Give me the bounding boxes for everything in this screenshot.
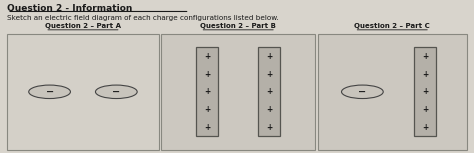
Text: +: + xyxy=(204,87,210,96)
Text: +: + xyxy=(204,123,210,132)
Text: Question 2 – Part A: Question 2 – Part A xyxy=(45,23,121,29)
Bar xyxy=(161,34,315,150)
Bar xyxy=(414,47,436,136)
Text: −: − xyxy=(46,87,54,97)
Text: +: + xyxy=(422,87,428,96)
Text: −: − xyxy=(358,87,366,97)
Bar xyxy=(258,47,280,136)
Text: Question 2 – Part B: Question 2 – Part B xyxy=(200,23,276,29)
Bar xyxy=(7,34,159,150)
Text: +: + xyxy=(204,70,210,78)
Text: +: + xyxy=(266,87,272,96)
Text: Sketch an electric field diagram of each charge configurations listed below.: Sketch an electric field diagram of each… xyxy=(7,15,279,21)
Text: +: + xyxy=(266,70,272,78)
Bar xyxy=(196,47,218,136)
Text: +: + xyxy=(266,52,272,61)
Text: +: + xyxy=(422,105,428,114)
Circle shape xyxy=(341,85,383,99)
Text: +: + xyxy=(422,52,428,61)
Bar xyxy=(318,34,467,150)
Text: −: − xyxy=(112,87,120,97)
Text: +: + xyxy=(204,52,210,61)
Text: +: + xyxy=(266,123,272,132)
Text: Question 2 – Part C: Question 2 – Part C xyxy=(355,23,430,29)
Text: +: + xyxy=(266,105,272,114)
Text: +: + xyxy=(204,105,210,114)
Circle shape xyxy=(95,85,137,99)
Text: +: + xyxy=(422,123,428,132)
Circle shape xyxy=(29,85,71,99)
Text: +: + xyxy=(422,70,428,78)
Text: Question 2 - Information: Question 2 - Information xyxy=(7,4,133,13)
